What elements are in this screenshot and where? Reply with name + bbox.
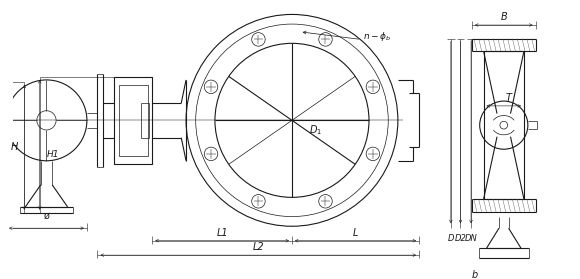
Text: D: D: [448, 234, 454, 243]
Text: T: T: [506, 93, 512, 103]
Text: L: L: [353, 228, 358, 238]
Text: L1: L1: [216, 228, 228, 238]
Text: $n-\phi_b$: $n-\phi_b$: [363, 30, 392, 43]
Text: $D_1$: $D_1$: [310, 123, 322, 137]
Text: D2: D2: [455, 234, 466, 243]
Text: H1: H1: [46, 150, 59, 159]
Text: ø: ø: [44, 210, 49, 220]
Bar: [119, 85, 147, 156]
Text: H: H: [11, 142, 19, 152]
Text: L2: L2: [252, 242, 264, 252]
Text: B: B: [501, 12, 507, 22]
Text: b: b: [472, 270, 478, 279]
Text: DN: DN: [465, 234, 477, 243]
Bar: [114, 77, 153, 164]
